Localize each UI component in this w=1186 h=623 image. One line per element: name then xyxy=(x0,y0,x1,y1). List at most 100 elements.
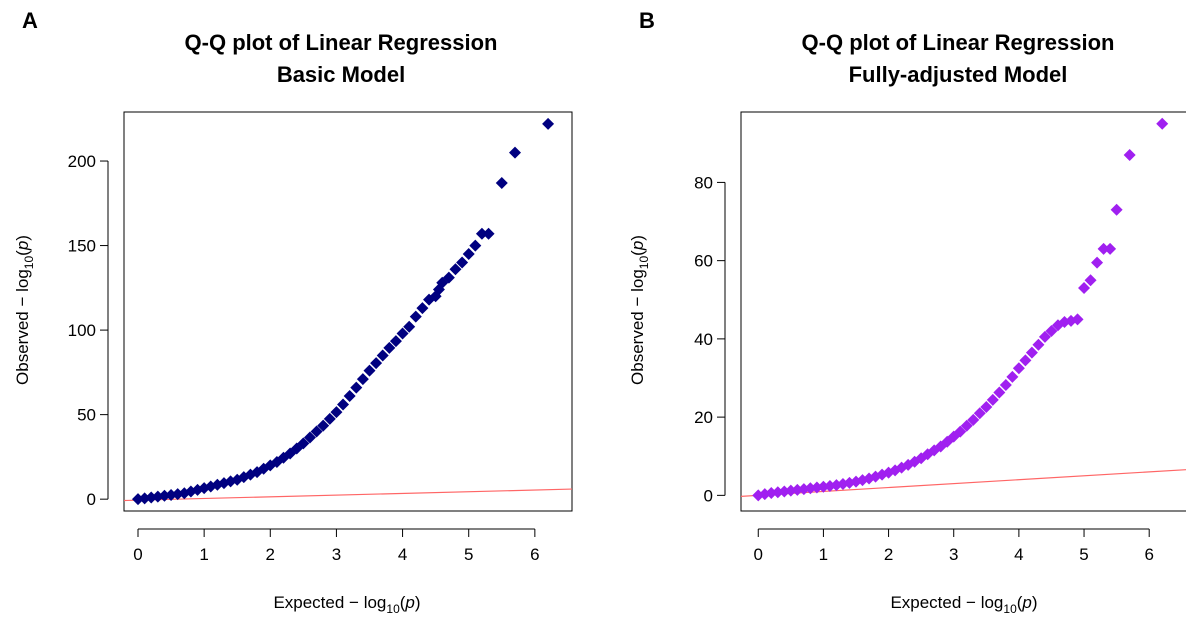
y-tick-label: 100 xyxy=(68,321,96,340)
data-point xyxy=(954,425,967,438)
data-point xyxy=(973,407,986,420)
data-point xyxy=(1032,338,1045,351)
x-tick-label: 3 xyxy=(949,545,958,564)
data-point xyxy=(1104,242,1117,255)
x-tick-label: 0 xyxy=(754,545,763,564)
data-point xyxy=(960,419,973,432)
data-point xyxy=(376,349,389,362)
data-point xyxy=(350,381,363,394)
y-tick-label: 20 xyxy=(694,408,713,427)
data-point xyxy=(1084,274,1097,287)
data-point xyxy=(1110,203,1123,216)
data-point xyxy=(1038,330,1051,343)
data-point xyxy=(297,437,310,450)
data-point xyxy=(986,393,999,406)
data-point xyxy=(356,373,369,386)
x-tick-label: 5 xyxy=(464,545,473,564)
panel-a-title-line-2: Basic Model xyxy=(277,62,405,87)
data-point xyxy=(509,146,522,159)
y-tick-label: 150 xyxy=(68,237,96,256)
x-tick-label: 3 xyxy=(332,545,341,564)
data-point xyxy=(1097,242,1110,255)
data-point xyxy=(1019,354,1032,367)
y-tick-label: 40 xyxy=(694,330,713,349)
svg-text:Observed − log10(p): Observed − log10(p) xyxy=(628,235,651,385)
data-point xyxy=(317,419,330,432)
panel-b-y-axis-label: Observed − log10(p) xyxy=(628,235,651,385)
x-tick-label: 0 xyxy=(133,545,142,564)
data-point xyxy=(993,386,1006,399)
data-point xyxy=(999,379,1012,392)
data-point xyxy=(403,320,416,333)
panel-a-x-axis-label: Expected − log10(p) xyxy=(273,593,420,616)
y-tick-label: 0 xyxy=(704,486,713,505)
panel-b-title-line-1: Q-Q plot of Linear Regression xyxy=(802,30,1115,55)
data-point xyxy=(389,335,402,348)
panel-b-label: B xyxy=(639,8,655,33)
panel-a: A Q-Q plot of Linear Regression Basic Mo… xyxy=(13,8,573,616)
x-tick-label: 6 xyxy=(530,545,539,564)
y-tick-label: 200 xyxy=(68,152,96,171)
svg-text:Expected − log10(p): Expected − log10(p) xyxy=(890,593,1037,616)
data-point xyxy=(303,431,316,444)
data-point xyxy=(323,412,336,425)
data-point xyxy=(1045,325,1058,338)
panel-a-y-axis-label: Observed − log10(p) xyxy=(13,235,36,385)
panel-a-points xyxy=(132,117,555,506)
data-point xyxy=(370,357,383,370)
x-tick-label: 5 xyxy=(1079,545,1088,564)
panel-b-points xyxy=(752,117,1169,502)
data-point xyxy=(442,271,455,284)
data-point xyxy=(310,425,323,438)
x-tick-label: 6 xyxy=(1144,545,1153,564)
y-tick-label: 80 xyxy=(694,173,713,192)
panel-b-x-axis-label: Expected − log10(p) xyxy=(890,593,1037,616)
data-point xyxy=(1156,117,1169,130)
x-tick-label: 1 xyxy=(819,545,828,564)
data-point xyxy=(337,398,350,411)
svg-text:Observed − log10(p): Observed − log10(p) xyxy=(13,235,36,385)
y-tick-label: 50 xyxy=(77,406,96,425)
panel-b-title-line-2: Fully-adjusted Model xyxy=(849,62,1068,87)
data-point xyxy=(475,227,488,240)
data-point xyxy=(1078,282,1091,295)
panel-a-title-line-1: Q-Q plot of Linear Regression xyxy=(185,30,498,55)
panel-b: B Q-Q plot of Linear Regression Fully-ad… xyxy=(628,8,1186,616)
panel-b-plot-frame xyxy=(740,111,1186,512)
data-point xyxy=(416,302,429,315)
reference-line xyxy=(124,488,572,502)
panel-a-axes: 0 1 2 3 4 5 6 0 50 100 150 200 xyxy=(68,152,540,564)
data-point xyxy=(482,227,495,240)
x-tick-label: 4 xyxy=(1014,545,1023,564)
data-point xyxy=(542,117,555,130)
data-point xyxy=(330,406,343,419)
x-tick-label: 1 xyxy=(199,545,208,564)
data-point xyxy=(343,390,356,403)
data-point xyxy=(409,310,422,323)
data-point xyxy=(1123,149,1136,162)
data-point xyxy=(980,400,993,413)
data-point xyxy=(1025,346,1038,359)
data-point xyxy=(1071,313,1084,326)
data-point xyxy=(363,364,376,377)
panel-a-plot-frame xyxy=(123,111,573,512)
data-point xyxy=(967,413,980,426)
data-point xyxy=(495,177,508,190)
data-point xyxy=(469,239,482,252)
panel-a-reference-line xyxy=(124,488,572,502)
data-point xyxy=(1006,370,1019,383)
data-point xyxy=(456,256,469,269)
x-tick-label: 2 xyxy=(884,545,893,564)
svg-text:Expected − log10(p): Expected − log10(p) xyxy=(273,593,420,616)
x-tick-label: 4 xyxy=(398,545,407,564)
panel-a-label: A xyxy=(22,8,38,33)
y-tick-label: 0 xyxy=(87,490,96,509)
y-tick-label: 60 xyxy=(694,252,713,271)
data-point xyxy=(1012,362,1025,375)
data-point xyxy=(396,327,409,340)
data-point xyxy=(1091,256,1104,269)
data-point xyxy=(383,341,396,354)
x-tick-label: 2 xyxy=(266,545,275,564)
